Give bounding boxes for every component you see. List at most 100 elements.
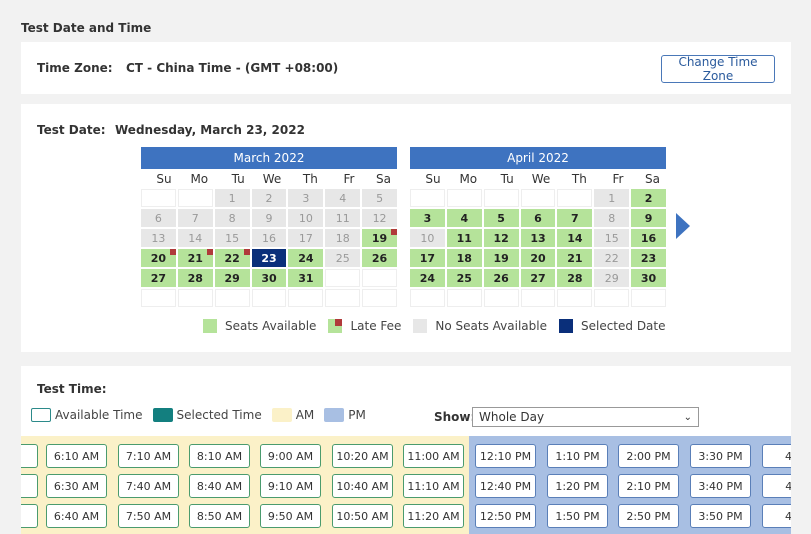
calendar-day: 1	[214, 189, 250, 207]
calendar-day: 15	[594, 229, 630, 247]
available-time-swatch	[31, 408, 51, 422]
time-slot-button[interactable]: 6:10 AM	[46, 444, 107, 468]
calendar-empty-cell	[446, 289, 482, 307]
show-select[interactable]: Whole Day ⌄	[472, 407, 699, 427]
calendar-day[interactable]: 27	[520, 269, 556, 287]
time-slot-button[interactable]	[21, 504, 38, 528]
calendar-day[interactable]: 30	[251, 269, 287, 287]
time-slot-button[interactable]: 4::	[762, 474, 791, 498]
calendar-day[interactable]: 7	[557, 209, 593, 227]
time-slot-button[interactable]: 7:40 AM	[118, 474, 179, 498]
weekday-label: We	[262, 172, 282, 186]
calendar-day[interactable]: 16	[631, 229, 666, 247]
time-slot-button[interactable]: 4:!	[762, 504, 791, 528]
calendar-day[interactable]: 12	[483, 229, 519, 247]
time-slot-button[interactable]: 10:50 AM	[332, 504, 393, 528]
time-slot-button[interactable]: 3:40 PM	[690, 474, 751, 498]
calendar-day[interactable]: 6	[520, 209, 556, 227]
weekday-label: Tu	[500, 172, 514, 186]
time-slot-button[interactable]: 12:40 PM	[475, 474, 536, 498]
time-slot-button[interactable]: 9:50 AM	[260, 504, 321, 528]
change-time-zone-button[interactable]: Change Time Zone	[661, 55, 775, 83]
time-slot-button[interactable]: 8:10 AM	[189, 444, 250, 468]
time-slot-button[interactable]: 10:40 AM	[332, 474, 393, 498]
legend-am: AM	[271, 408, 314, 422]
time-slot-button[interactable]: 2:10 PM	[618, 474, 679, 498]
time-slot-button[interactable]: 6:30 AM	[46, 474, 107, 498]
calendar-day[interactable]: 22	[214, 249, 250, 267]
seats-available-swatch	[203, 319, 217, 333]
time-slot-button[interactable]: 2:00 PM	[618, 444, 679, 468]
calendar-day[interactable]: 28	[557, 269, 593, 287]
calendar-day[interactable]: 24	[288, 249, 324, 267]
time-slot-button[interactable]: 12:50 PM	[475, 504, 536, 528]
legend-label: Selected Date	[580, 319, 666, 333]
calendar-day: 14	[177, 229, 213, 247]
time-slot-button[interactable]: 11:00 AM	[403, 444, 464, 468]
calendar-day[interactable]: 21	[177, 249, 213, 267]
time-slot-button[interactable]	[21, 444, 38, 468]
calendar-day[interactable]: 14	[557, 229, 593, 247]
calendar-day[interactable]: 19	[362, 229, 397, 247]
time-slot-button[interactable]: 4:(	[762, 444, 791, 468]
calendar-day[interactable]: 21	[557, 249, 593, 267]
time-slot-button[interactable]: 1:50 PM	[547, 504, 608, 528]
time-slot-button[interactable]: 11:20 AM	[403, 504, 464, 528]
time-slot-button[interactable]: 8:50 AM	[189, 504, 250, 528]
calendar-day[interactable]: 27	[141, 269, 176, 287]
am-swatch	[271, 408, 292, 422]
calendar-month-title: April 2022	[410, 147, 666, 169]
calendar-day[interactable]: 29	[214, 269, 250, 287]
calendar-day[interactable]: 19	[483, 249, 519, 267]
no-seats-swatch	[413, 319, 428, 333]
calendar-empty-cell	[483, 189, 519, 207]
calendar-day[interactable]: 20	[141, 249, 176, 267]
time-slot-button[interactable]: 3:30 PM	[690, 444, 751, 468]
calendar-day[interactable]: 18	[446, 249, 482, 267]
calendar-day[interactable]: 30	[631, 269, 666, 287]
time-slot-button[interactable]: 10:20 AM	[332, 444, 393, 468]
time-slot-button[interactable]: 7:50 AM	[118, 504, 179, 528]
legend-label: PM	[348, 408, 366, 422]
time-slot-button[interactable]: 6:40 AM	[46, 504, 107, 528]
calendar-month-title: March 2022	[141, 147, 397, 169]
time-slot-button[interactable]: 3:50 PM	[690, 504, 751, 528]
section-title: Test Date and Time	[21, 21, 152, 35]
test-time-label: Test Time:	[37, 382, 107, 396]
calendar-empty-cell	[410, 289, 445, 307]
time-slot-button[interactable]	[21, 474, 38, 498]
calendar-day[interactable]: 13	[520, 229, 556, 247]
selected-date-cell[interactable]: 23	[251, 249, 287, 267]
time-slot-button[interactable]: 9:10 AM	[260, 474, 321, 498]
calendar-day[interactable]: 28	[177, 269, 213, 287]
calendar-day[interactable]: 23	[631, 249, 666, 267]
calendar-day[interactable]: 17	[410, 249, 445, 267]
time-slot-button[interactable]: 11:10 AM	[403, 474, 464, 498]
weekday-label: Mo	[190, 172, 209, 186]
calendar-day[interactable]: 2	[631, 189, 666, 207]
calendar-day[interactable]: 31	[288, 269, 324, 287]
time-slot-button[interactable]: 8:40 AM	[189, 474, 250, 498]
calendar-day[interactable]: 24	[410, 269, 445, 287]
weekday-label: Sa	[645, 172, 660, 186]
legend-label: No Seats Available	[435, 319, 547, 333]
time-slot-button[interactable]: 1:20 PM	[547, 474, 608, 498]
calendar-day[interactable]: 11	[446, 229, 482, 247]
calendar-day[interactable]: 26	[483, 269, 519, 287]
calendar-day[interactable]: 9	[631, 209, 666, 227]
time-slot-button[interactable]: 9:00 AM	[260, 444, 321, 468]
calendar-day[interactable]: 3	[410, 209, 445, 227]
calendar-empty-cell	[141, 289, 176, 307]
time-slot-button[interactable]: 7:10 AM	[118, 444, 179, 468]
time-slot-button[interactable]: 2:50 PM	[618, 504, 679, 528]
next-month-arrow-icon[interactable]	[676, 213, 690, 239]
calendar-day[interactable]: 4	[446, 209, 482, 227]
calendar-day[interactable]: 5	[483, 209, 519, 227]
calendar-day[interactable]: 25	[446, 269, 482, 287]
calendar-day[interactable]: 20	[520, 249, 556, 267]
time-slot-button[interactable]: 12:10 PM	[475, 444, 536, 468]
calendar-day: 22	[594, 249, 630, 267]
time-slot-button[interactable]: 1:10 PM	[547, 444, 608, 468]
calendar-day[interactable]: 26	[362, 249, 397, 267]
calendar-day: 11	[325, 209, 361, 227]
